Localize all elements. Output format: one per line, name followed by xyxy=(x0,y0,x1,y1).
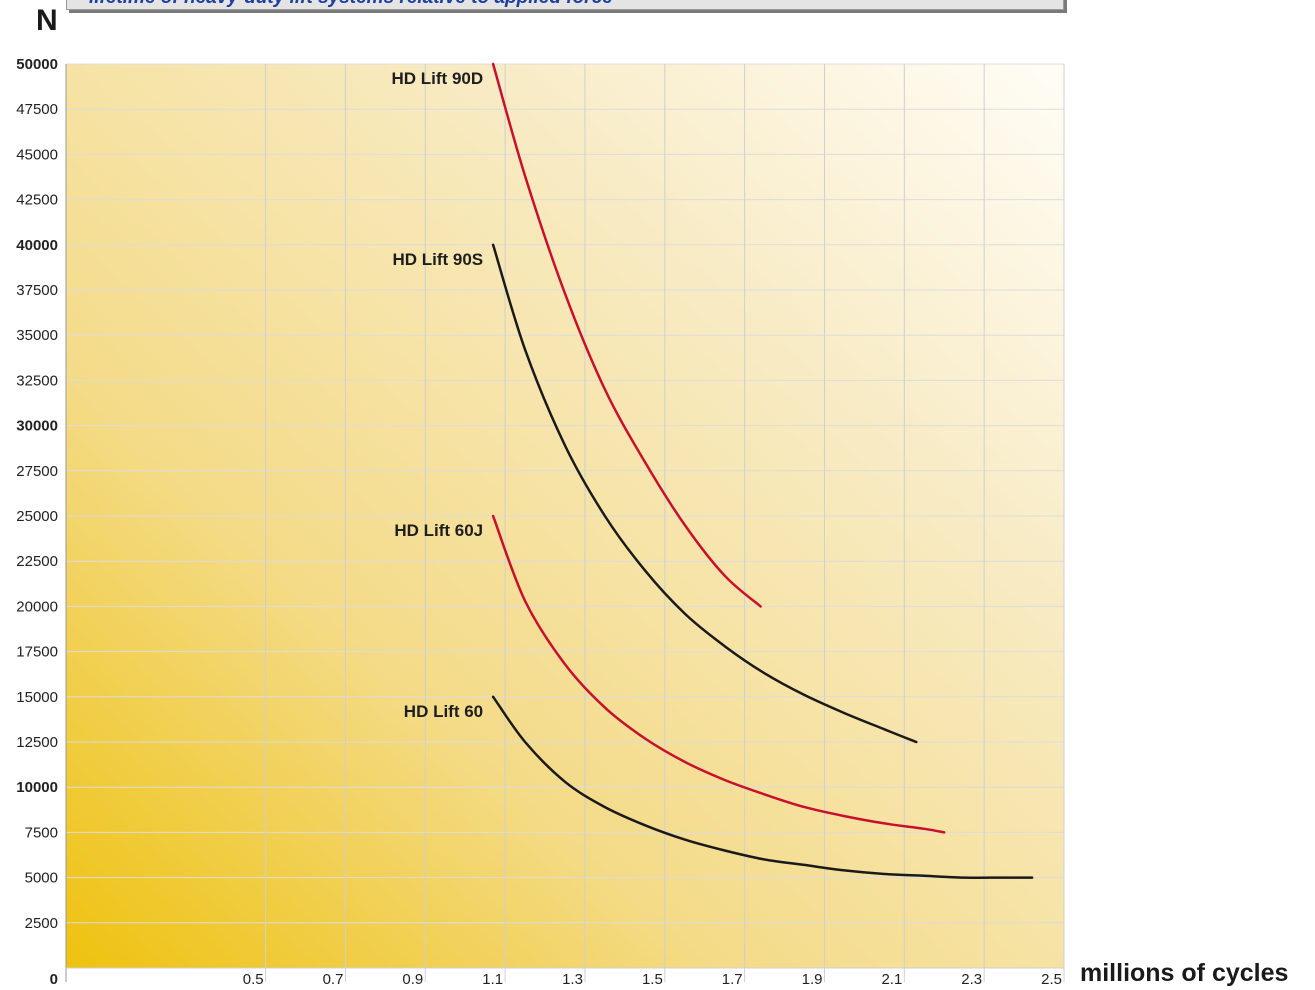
y-tick-label: 20000 xyxy=(16,598,58,615)
x-tick-label: 1.5 xyxy=(642,971,663,988)
y-tick-label: 15000 xyxy=(16,689,58,706)
axes xyxy=(65,64,1064,982)
chart-title-box: lifetime of heavy-duty lift systems rela… xyxy=(66,0,1064,10)
x-tick-label: 0.9 xyxy=(402,971,423,988)
y-tick-label: 45000 xyxy=(16,146,58,163)
x-tick-label: 2.1 xyxy=(881,971,902,988)
x-tick-label: 1.1 xyxy=(482,971,503,988)
series-line-3 xyxy=(491,514,946,834)
x-tick-label: 2.5 xyxy=(1041,971,1062,988)
series-label-1: HD Lift 90D xyxy=(392,69,484,88)
series-line-4 xyxy=(491,695,1034,879)
y-tick-label: 2500 xyxy=(25,915,58,932)
x-tick-label: 1.3 xyxy=(562,971,583,988)
y-tick-label: 47500 xyxy=(16,101,58,118)
tick-labels: 5000047500450004250040000375003500032500… xyxy=(16,56,1062,988)
y-tick-label: 35000 xyxy=(16,327,58,344)
y-tick-label: 50000 xyxy=(16,56,58,73)
series-line-2 xyxy=(491,243,918,744)
y-tick-label: 22500 xyxy=(16,553,58,570)
x-tick-label: 1.9 xyxy=(802,971,823,988)
x-axis-unit-label: millions of cycles xyxy=(1080,959,1289,987)
x-tick-label: 0.5 xyxy=(243,971,264,988)
y-tick-label: 25000 xyxy=(16,508,58,525)
y-tick-label: 30000 xyxy=(16,418,58,435)
y-tick-label: 42500 xyxy=(16,192,58,209)
y-tick-label: 10000 xyxy=(16,779,58,796)
origin-tick-label: 0 xyxy=(50,971,58,988)
y-tick-label: 12500 xyxy=(16,734,58,751)
gridlines xyxy=(66,63,1065,982)
x-tick-label: 1.7 xyxy=(722,971,743,988)
x-tick-label: 2.3 xyxy=(961,971,982,988)
y-tick-label: 27500 xyxy=(16,463,58,480)
y-tick-label: 17500 xyxy=(16,644,58,661)
y-tick-label: 32500 xyxy=(16,372,58,389)
series-label-4: HD Lift 60 xyxy=(404,702,483,721)
y-axis-unit-label: N xyxy=(36,4,58,37)
y-tick-label: 7500 xyxy=(25,824,58,841)
series-lines xyxy=(491,62,1034,879)
series-labels: HD Lift 90D HD Lift 90S HD Lift 60J HD Lift… xyxy=(392,69,484,721)
y-tick-label: 40000 xyxy=(16,237,58,254)
series-line-1 xyxy=(491,62,762,608)
x-tick-label: 0.7 xyxy=(323,971,344,988)
series-label-2: HD Lift 90S xyxy=(392,250,483,269)
y-tick-label: 5000 xyxy=(25,870,58,887)
y-tick-label: 37500 xyxy=(16,282,58,299)
chart-title: lifetime of heavy-duty lift systems rela… xyxy=(89,0,613,9)
series-label-3: HD Lift 60J xyxy=(394,521,483,540)
